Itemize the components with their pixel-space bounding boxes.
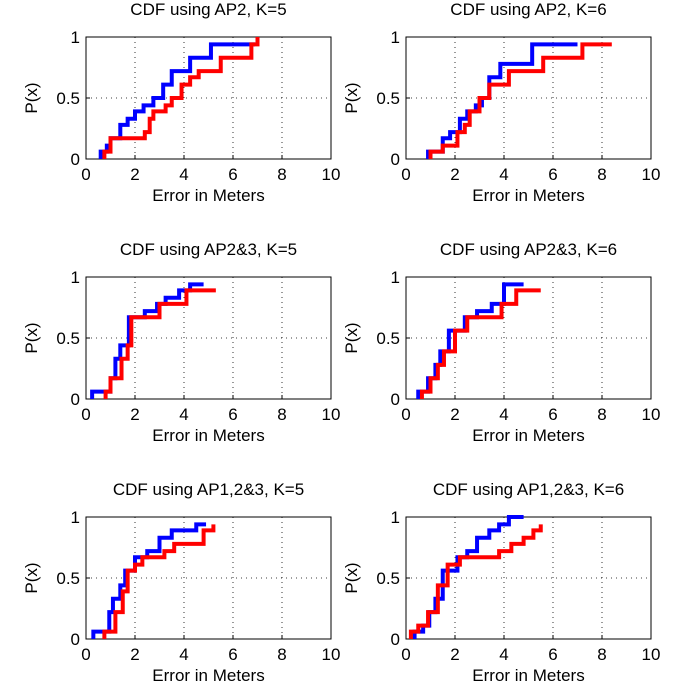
x-tick-label: 6: [548, 405, 557, 424]
x-tick-label: 10: [322, 645, 341, 664]
x-tick-label: 0: [81, 645, 90, 664]
x-tick-label: 2: [130, 165, 139, 184]
x-tick-label: 8: [277, 645, 286, 664]
x-tick-label: 6: [548, 165, 557, 184]
y-tick-label: 0.5: [376, 329, 400, 348]
axes-box: [85, 36, 332, 160]
y-tick-label: 0: [391, 150, 400, 169]
x-tick-label: 2: [450, 405, 459, 424]
y-tick-label: 1: [391, 268, 400, 287]
x-tick-label: 10: [642, 645, 661, 664]
grid: [86, 517, 331, 639]
x-tick-label: 0: [401, 645, 410, 664]
y-axis-label: P(x): [342, 322, 361, 353]
y-axis-label: P(x): [22, 82, 41, 113]
x-tick-label: 2: [130, 645, 139, 664]
y-tick-label: 0: [391, 390, 400, 409]
x-tick-label: 10: [642, 405, 661, 424]
y-tick-label: 1: [71, 268, 80, 287]
y-tick-label: 0.5: [56, 89, 80, 108]
chart-title: CDF using AP1,2&3, K=5: [113, 480, 304, 499]
x-tick-label: 4: [179, 405, 188, 424]
x-tick-label: 0: [401, 165, 410, 184]
x-axis-label: Error in Meters: [152, 426, 264, 445]
x-tick-label: 8: [277, 165, 286, 184]
x-tick-label: 6: [228, 405, 237, 424]
y-axis-label: P(x): [22, 562, 41, 593]
cdf-panel-2: 0 2 4 6 8 10 0 0.5 1 CDF using AP2, K=6 Error in M…: [342, 0, 660, 205]
x-tick-label: 10: [322, 165, 341, 184]
series-line-red: [102, 37, 260, 159]
cdf-panel-4: 0 2 4 6 8 10 0 0.5 1 CDF using AP2&3, K=6 Error in…: [342, 240, 660, 445]
x-tick-label: 4: [179, 645, 188, 664]
y-tick-label: 0: [71, 150, 80, 169]
x-tick-label: 6: [548, 645, 557, 664]
x-tick-label: 10: [642, 165, 661, 184]
series-line-blue: [91, 522, 207, 639]
x-tick-label: 8: [597, 405, 606, 424]
y-tick-label: 0.5: [376, 89, 400, 108]
grid: [86, 37, 331, 159]
grid: [86, 277, 331, 399]
y-axis-label: P(x): [342, 82, 361, 113]
series-line-blue: [412, 515, 524, 639]
y-tick-label: 0: [71, 390, 80, 409]
x-tick-label: 2: [130, 405, 139, 424]
y-tick-label: 1: [391, 508, 400, 527]
y-tick-label: 1: [391, 28, 400, 47]
y-tick-label: 0.5: [376, 569, 400, 588]
y-axis-label: P(x): [22, 322, 41, 353]
axes-box: [85, 516, 332, 640]
cdf-panel-5: 0 2 4 6 8 10 0 0.5 1 CDF using AP1,2&3, K=5 Error …: [22, 480, 340, 685]
y-tick-label: 0.5: [56, 329, 80, 348]
axes-box: [85, 276, 332, 400]
x-tick-label: 8: [277, 405, 286, 424]
x-tick-label: 4: [499, 165, 508, 184]
series-line-red: [419, 288, 541, 399]
x-tick-label: 4: [499, 405, 508, 424]
x-tick-label: 8: [597, 165, 606, 184]
x-axis-label: Error in Meters: [152, 186, 264, 205]
x-tick-label: 4: [179, 165, 188, 184]
series-line-red: [103, 288, 216, 399]
y-tick-label: 0: [391, 630, 400, 649]
chart-title: CDF using AP1,2&3, K=6: [433, 480, 624, 499]
grid: [406, 277, 651, 399]
x-tick-label: 0: [81, 405, 90, 424]
cdf-panel-1: 0 2 4 6 8 10 0 0.5 1 CDF using AP2, K=5 Error in M…: [22, 0, 340, 205]
x-tick-label: 10: [322, 405, 341, 424]
series-line-blue: [98, 42, 256, 159]
series-line-blue: [426, 42, 578, 159]
x-axis-label: Error in Meters: [472, 666, 584, 685]
x-tick-label: 2: [450, 165, 459, 184]
chart-title: CDF using AP2&3, K=5: [120, 240, 297, 259]
x-tick-label: 6: [228, 645, 237, 664]
x-tick-label: 4: [499, 645, 508, 664]
series-line-red: [408, 524, 543, 639]
x-axis-label: Error in Meters: [152, 666, 264, 685]
cdf-panel-6: 0 2 4 6 8 10 0 0.5 1 CDF using AP1,2&3, K=6 Error …: [342, 480, 660, 685]
series-line-red: [428, 42, 612, 159]
y-tick-label: 1: [71, 508, 80, 527]
chart-title: CDF using AP2, K=6: [450, 0, 606, 19]
x-axis-label: Error in Meters: [472, 426, 584, 445]
x-tick-label: 2: [450, 645, 459, 664]
chart-title: CDF using AP2, K=5: [130, 0, 286, 19]
y-tick-label: 0: [71, 630, 80, 649]
cdf-panel-3: 0 2 4 6 8 10 0 0.5 1 CDF using AP2&3, K=5 Error in…: [22, 240, 340, 445]
chart-title: CDF using AP2&3, K=6: [440, 240, 617, 259]
y-tick-label: 1: [71, 28, 80, 47]
y-tick-label: 0.5: [56, 569, 80, 588]
y-axis-label: P(x): [342, 562, 361, 593]
series-line-red: [102, 524, 216, 639]
x-tick-label: 0: [401, 405, 410, 424]
series-line-blue: [416, 282, 524, 399]
x-axis-label: Error in Meters: [472, 186, 584, 205]
x-tick-label: 6: [228, 165, 237, 184]
axes-box: [405, 276, 652, 400]
x-tick-label: 8: [597, 645, 606, 664]
x-tick-label: 0: [81, 165, 90, 184]
